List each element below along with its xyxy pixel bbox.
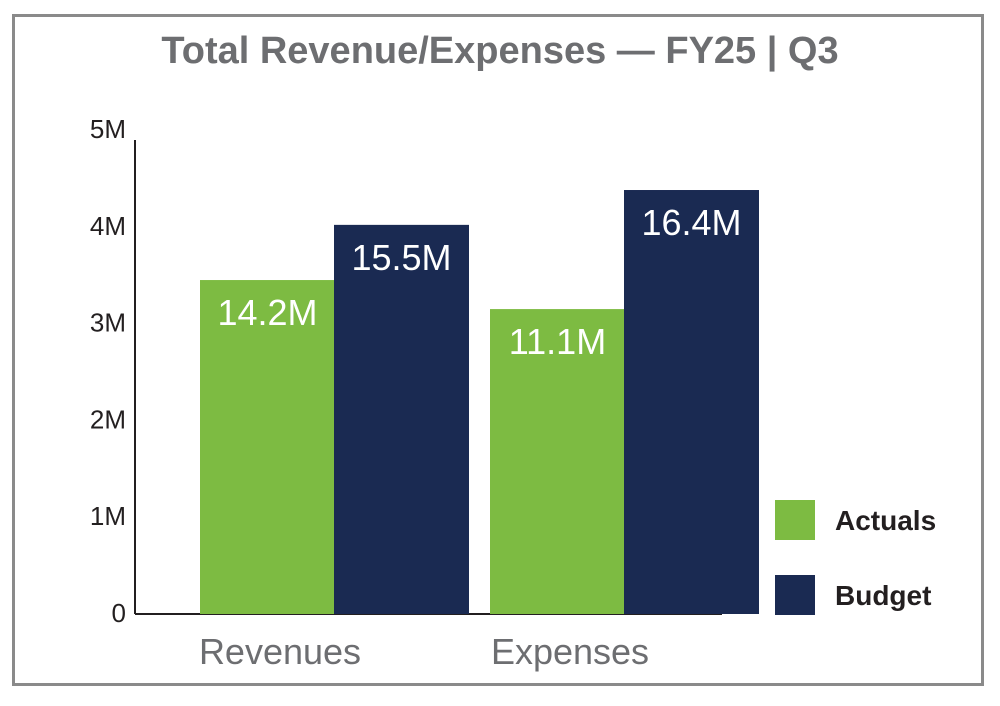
- bar-actuals-revenues: [200, 280, 335, 614]
- legend-swatch-budget: [775, 575, 815, 615]
- chart-title: Total Revenue/Expenses — FY25 | Q3: [161, 30, 839, 72]
- data-label: 11.1M: [509, 321, 606, 362]
- chart-frame: [12, 14, 984, 686]
- y-tick-label: 2M: [90, 404, 126, 434]
- legend-label-budget: Budget: [835, 580, 931, 611]
- y-tick-label: 0: [112, 598, 126, 628]
- bar-actuals-expenses: [490, 309, 625, 614]
- legend-swatch-actuals: [775, 500, 815, 540]
- y-tick-label: 1M: [90, 501, 126, 531]
- bar-budget-revenues: [334, 224, 469, 614]
- legend-label-actuals: Actuals: [835, 505, 936, 536]
- data-label: 15.5M: [351, 237, 451, 278]
- data-label: 14.2M: [217, 292, 317, 333]
- y-tick-label: 5M: [90, 114, 126, 144]
- bar-budget-expenses: [624, 190, 759, 615]
- x-category-label: Revenues: [199, 631, 361, 672]
- y-tick-label: 4M: [90, 211, 126, 241]
- y-tick-label: 3M: [90, 308, 126, 338]
- data-label: 16.4M: [641, 202, 741, 243]
- x-category-label: Expenses: [491, 631, 649, 672]
